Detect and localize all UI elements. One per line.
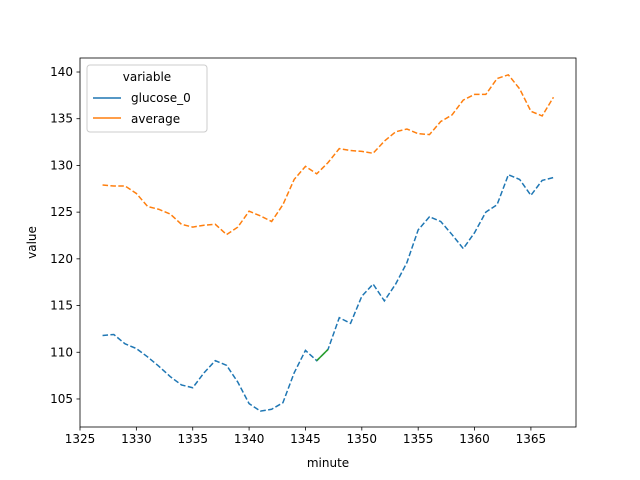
series-line-average	[102, 73, 555, 236]
y-tick-label: 120	[50, 252, 73, 266]
y-axis-label: value	[25, 226, 39, 259]
x-tick-label: 1340	[234, 432, 265, 446]
legend: variable glucose_0 average	[86, 64, 208, 133]
x-axis-ticks: 1325 1330 1335 1340 1345 1350 1355 1360 1365	[65, 427, 546, 446]
x-axis-label: minute	[307, 456, 349, 470]
y-tick-label: 130	[50, 158, 73, 172]
x-tick-label: 1325	[65, 432, 96, 446]
legend-label-average: average	[131, 112, 180, 126]
y-tick-label: 110	[50, 345, 73, 359]
x-tick-label: 1330	[121, 432, 152, 446]
legend-title: variable	[123, 70, 171, 84]
x-tick-label: 1350	[347, 432, 378, 446]
y-tick-label: 140	[50, 65, 73, 79]
y-tick-label: 135	[50, 112, 73, 126]
legend-box	[86, 64, 208, 133]
plot-lines	[102, 73, 555, 412]
x-tick-label: 1365	[516, 432, 547, 446]
x-tick-label: 1355	[403, 432, 434, 446]
x-tick-label: 1360	[459, 432, 490, 446]
legend-label-glucose: glucose_0	[131, 91, 191, 105]
axes-frame	[79, 57, 577, 428]
highlight-segment	[316, 348, 329, 362]
x-tick-label: 1335	[177, 432, 208, 446]
y-axis-ticks: 105 110 115 120 125 130 135 140	[50, 65, 80, 406]
y-tick-label: 125	[50, 205, 73, 219]
y-tick-label: 115	[50, 299, 73, 313]
y-tick-label: 105	[50, 392, 73, 406]
x-tick-label: 1345	[290, 432, 321, 446]
